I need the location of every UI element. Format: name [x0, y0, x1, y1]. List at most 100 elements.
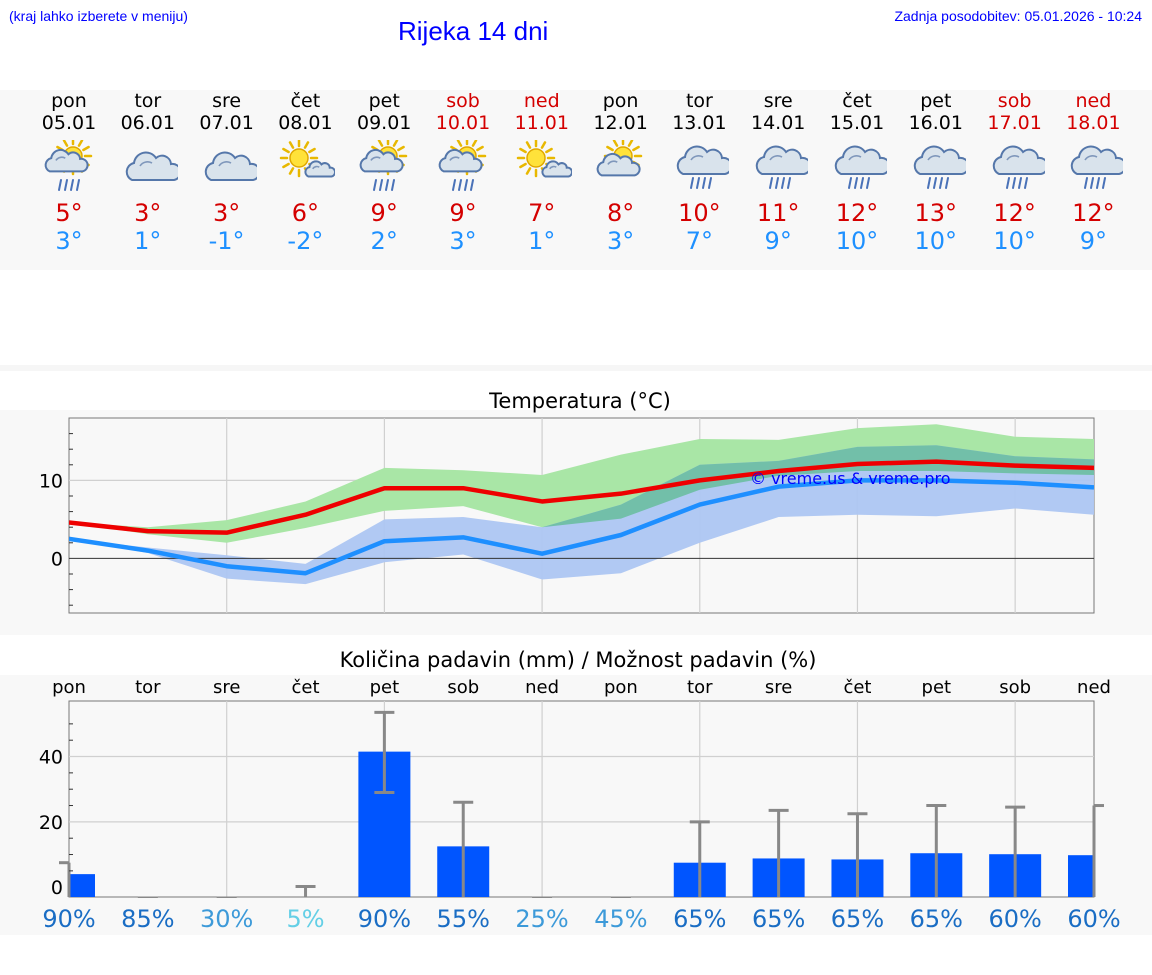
max-temperature: 12° — [835, 199, 879, 227]
range-overlap — [69, 445, 1094, 543]
cloud-rain-icon — [738, 140, 818, 192]
day-name: ned — [523, 90, 560, 112]
min-temperature: 10° — [914, 227, 958, 255]
day-date: 09.01 — [356, 112, 412, 134]
temperature-chart: Temperatura (°C) 0 10 © vreme.us & vreme.… — [39, 389, 1095, 614]
day-name: čet — [842, 90, 872, 112]
precipitation-bar — [1068, 855, 1094, 897]
last-updated: Zadnja posodobitev: 05.01.2026 - 10:24 — [894, 8, 1142, 24]
day-name: tor — [134, 90, 162, 112]
cloud-icon — [187, 140, 267, 192]
forecast-strip-background — [0, 90, 1152, 270]
y-tick-label: 20 — [39, 812, 63, 834]
y-tick-label: 40 — [39, 747, 63, 769]
min-temperature: -2° — [287, 227, 324, 255]
day-name: ned — [1075, 90, 1112, 112]
precipitation-probability: 65% — [910, 905, 963, 933]
day-date: 08.01 — [278, 112, 333, 134]
precip-day-label: čet — [843, 677, 871, 698]
precip-day-label: sob — [999, 677, 1031, 698]
precip-day-label: tor — [135, 677, 161, 698]
day-date: 07.01 — [199, 112, 254, 134]
sun-small-cloud-icon — [502, 138, 582, 192]
precip-day-label: ned — [525, 677, 559, 698]
page-title: Rijeka 14 dni — [398, 16, 549, 46]
sun-cloud-rain-icon — [423, 136, 503, 192]
max-temperature: 8° — [606, 199, 635, 227]
day-date: 10.01 — [435, 112, 491, 134]
max-temperature-line — [69, 459, 1094, 535]
min-temperature: 3° — [55, 227, 83, 255]
precipitation-probability: 85% — [121, 905, 174, 933]
max-temperature: 10° — [678, 199, 721, 227]
location-hint-link[interactable]: (kraj lahko izberete v meniju) — [9, 8, 188, 24]
precipitation-probability: 45% — [594, 905, 647, 933]
precip-day-label: tor — [687, 677, 713, 698]
y-tick-label: 10 — [39, 470, 63, 492]
precipitation-probability: 90% — [42, 905, 95, 933]
max-temperature: 12° — [1072, 199, 1115, 227]
day-name: sre — [212, 90, 242, 112]
day-date: 15.01 — [829, 112, 885, 134]
cloud-rain-icon — [975, 140, 1055, 192]
max-temperature: 11° — [756, 199, 800, 227]
min-temperature: 2° — [370, 227, 398, 255]
day-name: tor — [685, 90, 713, 112]
day-name: pet — [920, 90, 952, 112]
cloud-rain-icon — [1053, 140, 1133, 192]
day-name: pon — [602, 90, 639, 112]
max-temperature: 3° — [134, 199, 162, 227]
cloud-icon — [108, 140, 188, 192]
precipitation-probability: 60% — [988, 905, 1041, 933]
min-temperature: 7° — [685, 227, 714, 255]
temperature-chart-title: Temperatura (°C) — [488, 389, 671, 413]
precipitation-probability: 65% — [752, 905, 805, 933]
day-name: sre — [763, 90, 793, 112]
min-temperature: 9° — [1079, 227, 1108, 255]
sun-cloud-icon — [581, 136, 661, 192]
cloud-rain-icon — [659, 140, 739, 192]
day-date: 18.01 — [1066, 112, 1121, 134]
sun-small-cloud-icon — [265, 138, 345, 192]
precip-day-label: pet — [370, 677, 400, 698]
min-temperature: 9° — [764, 227, 792, 255]
day-name: pet — [368, 90, 400, 112]
day-date: 05.01 — [41, 112, 97, 134]
precip-day-label: čet — [292, 677, 320, 698]
min-temperature: 3° — [606, 227, 635, 255]
max-temperature: 7° — [528, 199, 556, 227]
day-date: 06.01 — [120, 112, 175, 134]
watermark: © vreme.us & vreme.pro — [750, 469, 951, 488]
precipitation-probability: 25% — [515, 905, 568, 933]
precipitation-probability: 5% — [286, 905, 324, 933]
y-tick-label: 0 — [51, 548, 63, 570]
max-temperature: 3° — [212, 199, 241, 227]
cloud-rain-icon — [817, 140, 897, 192]
min-temperature: -1° — [208, 227, 245, 255]
precip-day-label: sob — [447, 677, 479, 698]
day-name: sob — [997, 90, 1032, 112]
section-separator — [0, 365, 1152, 371]
day-date: 11.01 — [514, 112, 569, 134]
min-temperature: 10° — [835, 227, 879, 255]
precipitation-probability: 30% — [200, 905, 253, 933]
y-tick-label: 0 — [51, 877, 63, 899]
precipitation-probability: 55% — [437, 905, 490, 933]
precip-day-label: ned — [1077, 677, 1111, 698]
min-temperature: 3° — [449, 227, 477, 255]
max-temperature: 5° — [55, 199, 83, 227]
precipitation-chart: Količina padavin (mm) / Možnost padavin … — [39, 648, 1121, 933]
day-name: sob — [446, 90, 480, 112]
precip-day-label: sre — [765, 677, 792, 698]
max-temperature: 9° — [370, 199, 398, 227]
precip-day-label: pon — [604, 677, 638, 698]
max-temperature: 9° — [449, 199, 477, 227]
sun-cloud-rain-icon — [344, 136, 424, 192]
day-date: 16.01 — [908, 112, 963, 134]
cloud-rain-icon — [896, 140, 976, 192]
precipitation-probability: 90% — [358, 905, 411, 933]
precip-day-label: sre — [213, 677, 240, 698]
day-date: 14.01 — [750, 112, 806, 134]
day-name: pon — [51, 90, 87, 112]
